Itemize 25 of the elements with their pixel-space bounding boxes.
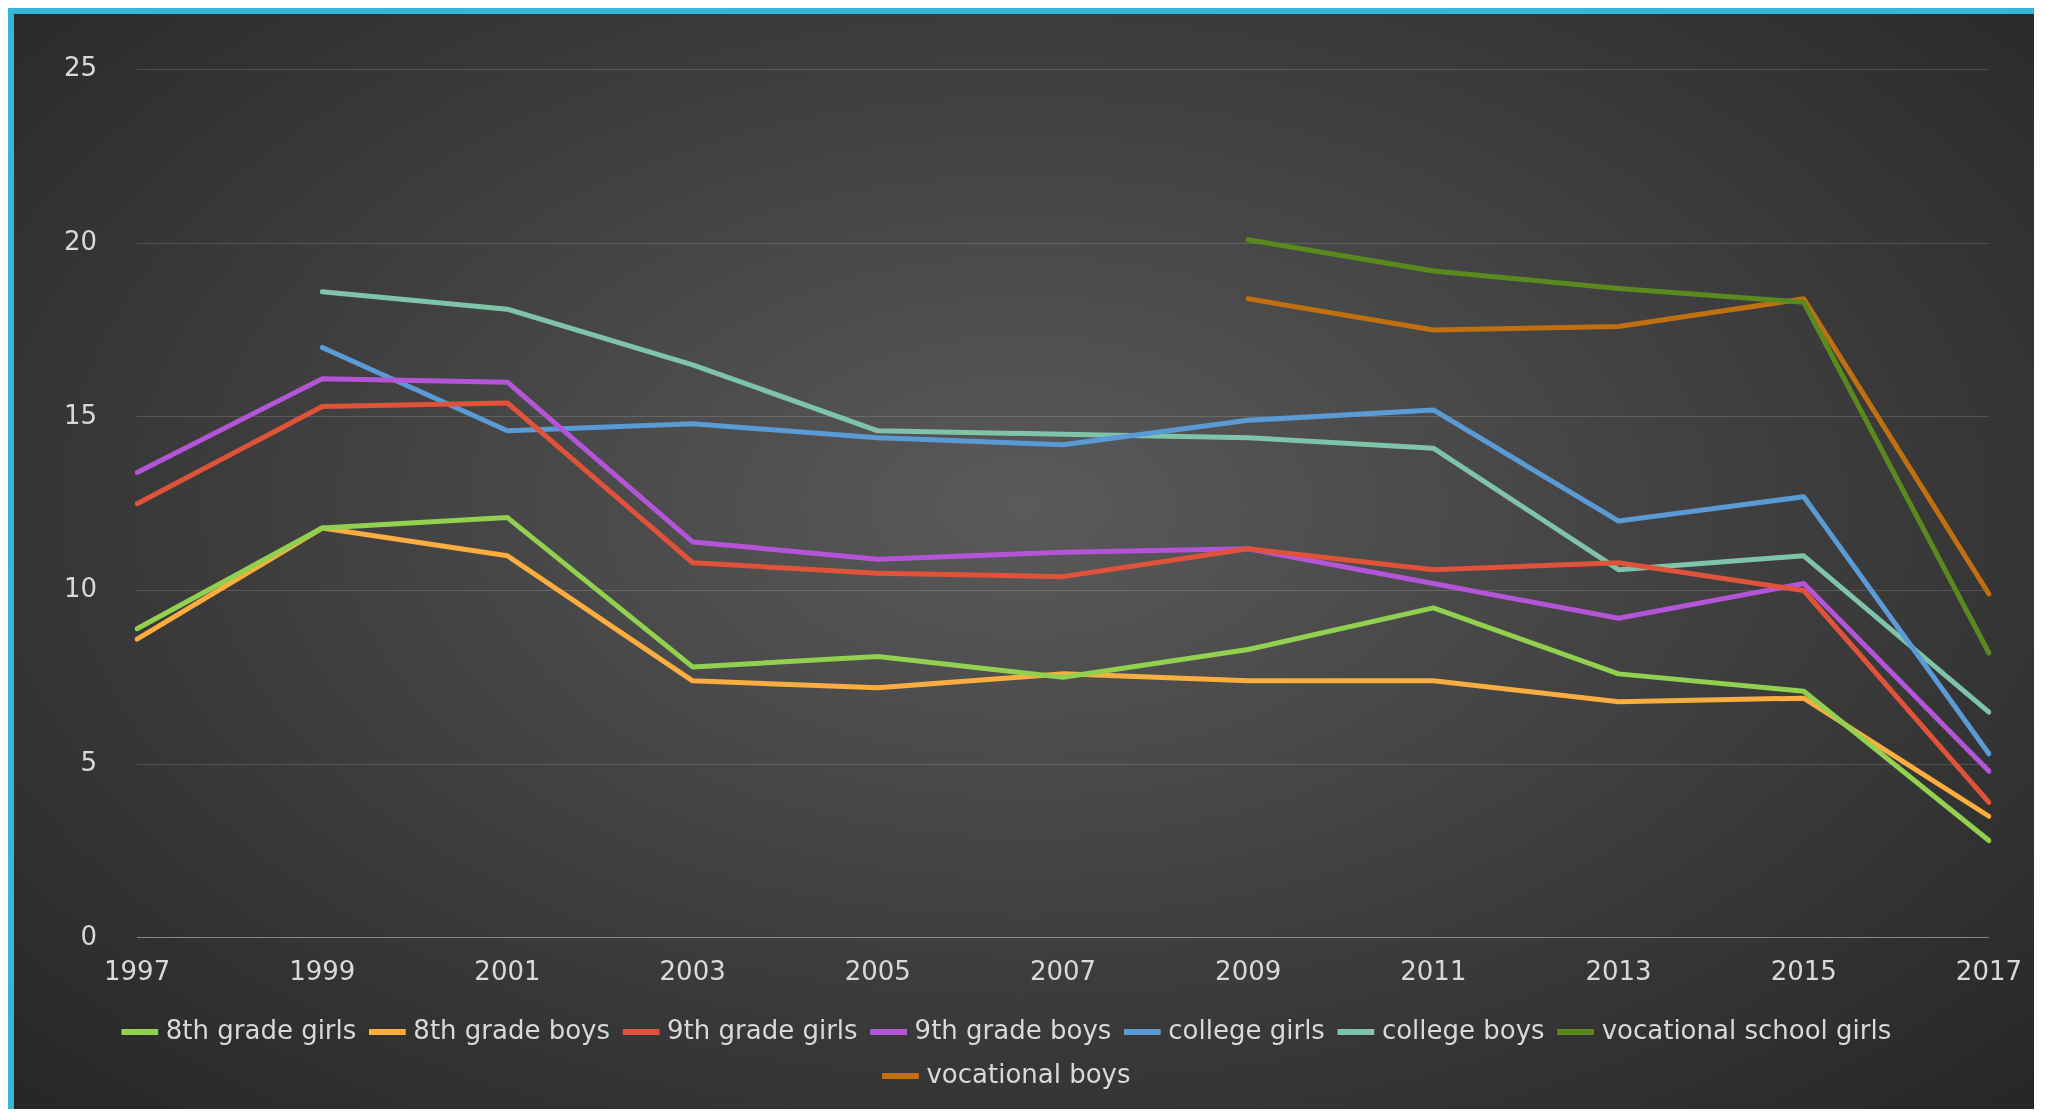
y-tick-label: 25 (63, 52, 98, 83)
y-tick-label: 5 (80, 746, 98, 777)
x-tick-label: 2011 (1400, 956, 1467, 987)
legend-label: vocational boys (926, 1058, 1131, 1089)
x-tick-label: 2009 (1215, 956, 1282, 987)
legend-label: 9th grade girls (667, 1014, 858, 1045)
legend-label: 8th grade girls (165, 1014, 357, 1045)
x-tick-label: 2003 (659, 956, 726, 987)
x-tick-label: 2007 (1029, 956, 1097, 987)
legend-label: college girls (1168, 1014, 1325, 1045)
y-tick-label: 20 (63, 225, 98, 256)
legend-label: college boys (1381, 1014, 1545, 1045)
x-tick-label: 1997 (104, 956, 171, 987)
x-tick-label: 2015 (1770, 956, 1837, 987)
x-tick-label: 2005 (844, 956, 911, 987)
legend-label: 9th grade boys (914, 1014, 1112, 1045)
y-tick-label: 10 (63, 573, 98, 604)
x-tick-label: 2001 (474, 956, 541, 987)
y-tick-label: 15 (63, 399, 98, 430)
x-tick-label: 2017 (1955, 956, 2022, 987)
legend-label: vocational school girls (1601, 1014, 1892, 1045)
legend-label: 8th grade boys (413, 1014, 611, 1045)
y-tick-label: 0 (80, 920, 98, 951)
x-tick-label: 1999 (289, 956, 356, 987)
x-tick-label: 2013 (1585, 956, 1652, 987)
